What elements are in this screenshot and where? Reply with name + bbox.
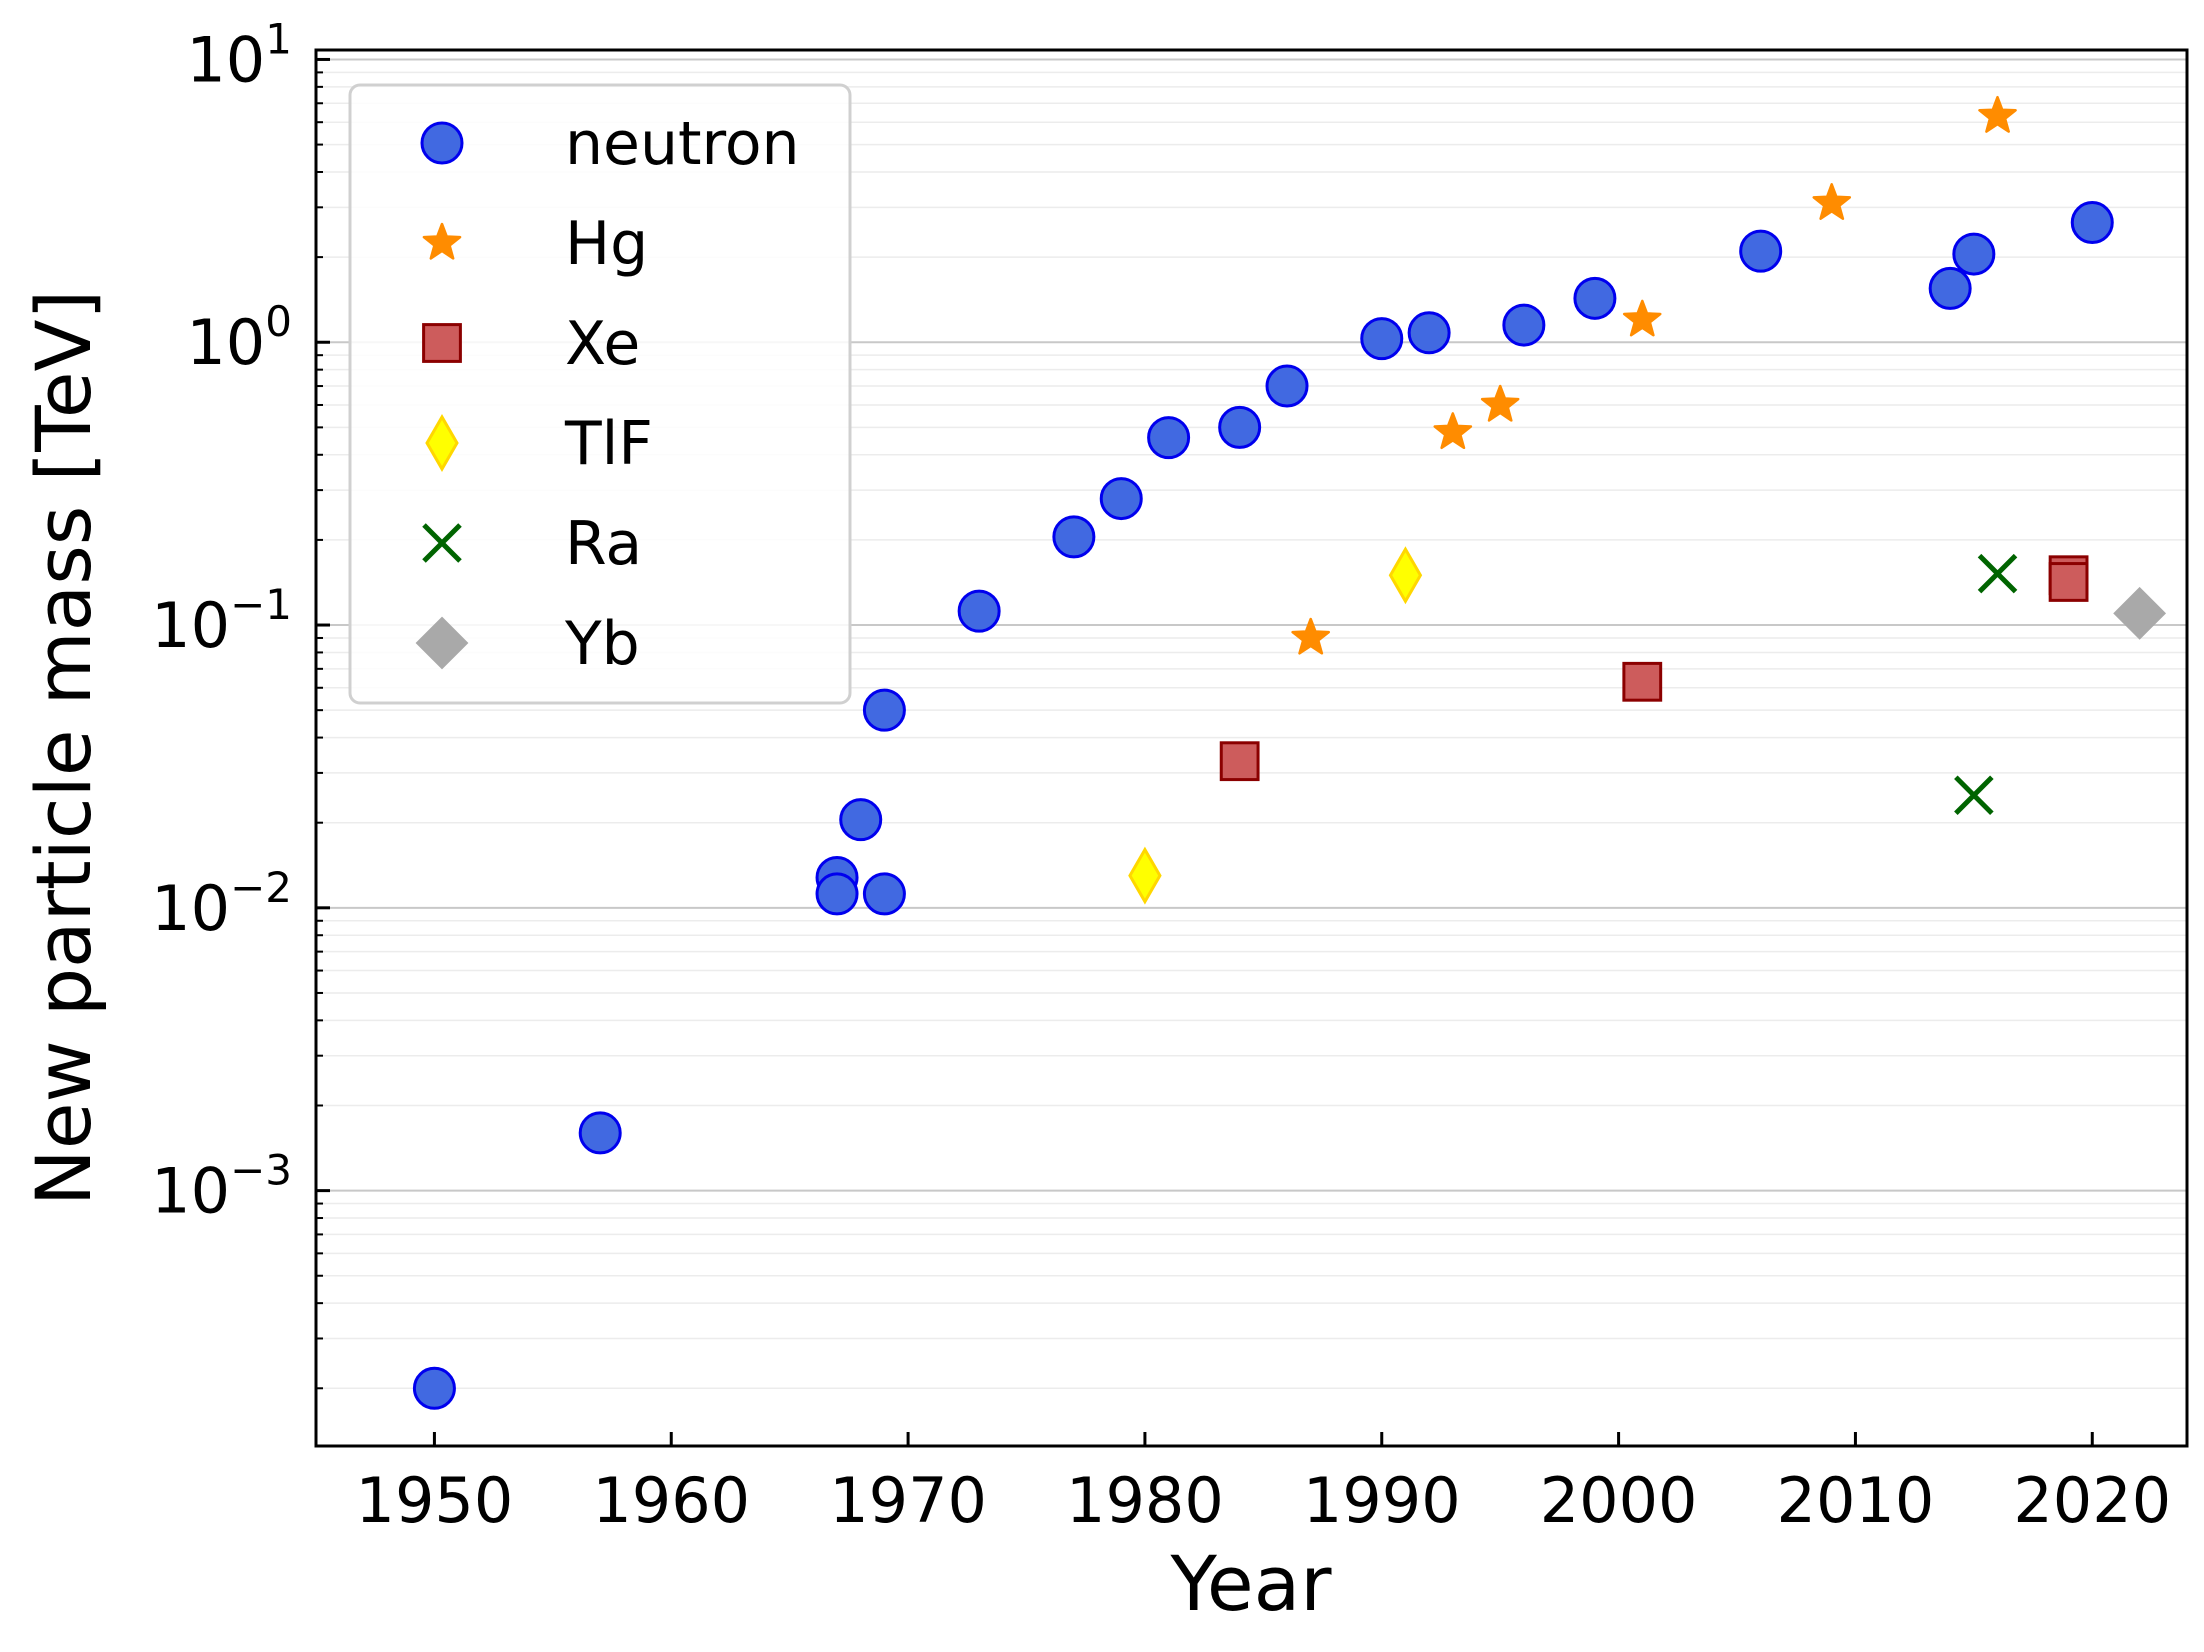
point-neutron — [1573, 276, 1617, 320]
point-neutron — [1360, 317, 1404, 361]
legend-marker-xe — [422, 323, 462, 363]
point-neutron — [1502, 303, 1546, 347]
legend-item-xe: Xe — [422, 309, 640, 379]
x-tick-label: 2010 — [1777, 1464, 1935, 1537]
point-hg — [1978, 95, 2017, 133]
series-neutron — [412, 201, 2114, 1410]
series-hg — [1291, 95, 2017, 655]
point-neutron — [1052, 515, 1096, 559]
series-ra — [1954, 553, 2018, 816]
y-tick-label: 101 — [186, 14, 292, 96]
legend-item-yb: Yb — [415, 609, 640, 679]
y-tick-label: 10−1 — [151, 580, 292, 662]
legend-marker-hg — [422, 222, 462, 260]
legend: neutron Hg Xe TlF Ra Yb — [348, 83, 852, 705]
point-hg — [1291, 617, 1331, 655]
y-tick-label: 100 — [186, 297, 292, 379]
point-neutron — [1928, 266, 1972, 310]
point-neutron — [862, 872, 906, 916]
legend-label-neutron: neutron — [565, 109, 800, 179]
point-hg — [1812, 183, 1852, 220]
point-neutron — [2070, 201, 2114, 245]
legend-box — [348, 83, 852, 705]
point-neutron — [1147, 416, 1191, 460]
legend-label-hg: Hg — [565, 209, 648, 279]
x-tick-label: 1990 — [1303, 1464, 1461, 1537]
x-tick-label: 1980 — [1066, 1464, 1224, 1537]
legend-marker-yb — [415, 616, 469, 670]
legend-label-yb: Yb — [564, 609, 640, 679]
minor-gridlines — [316, 71, 2187, 1390]
point-neutron — [815, 872, 859, 916]
point-yb — [2113, 586, 2167, 640]
x-tick-label: 2000 — [1540, 1464, 1698, 1537]
x-tick-label: 1950 — [356, 1464, 514, 1537]
point-hg — [1622, 299, 1662, 337]
y-axis-ticks: 10−3 10−2 10−1 100 101 — [151, 14, 330, 1390]
legend-label-ra: Ra — [565, 509, 642, 579]
point-neutron — [1952, 232, 1996, 276]
legend-item-ra: Ra — [422, 509, 642, 579]
x-stroke — [1954, 775, 1994, 816]
legend-label-tlf: TlF — [564, 409, 653, 479]
legend-label-xe: Xe — [565, 309, 640, 379]
point-neutron — [1218, 405, 1262, 449]
point-ra — [1977, 553, 2018, 594]
point-tlf — [1128, 846, 1162, 905]
point-xe — [1219, 741, 1260, 782]
legend-marker-neutron — [420, 121, 464, 165]
legend-marker-ra — [422, 523, 462, 563]
legend-item-neutron: neutron — [420, 109, 800, 179]
point-ra — [1954, 775, 1994, 816]
point-neutron — [1739, 229, 1783, 273]
point-neutron — [1407, 311, 1451, 355]
x-tick-label: 2020 — [2013, 1464, 2171, 1537]
plot-frame — [314, 48, 2189, 1448]
series-tlf — [1128, 546, 1423, 905]
x-axis-title: Year — [1170, 1539, 1333, 1628]
point-xe — [1622, 661, 1663, 702]
point-neutron — [1099, 477, 1143, 521]
point-neutron — [578, 1111, 622, 1155]
series-yb — [2113, 586, 2167, 640]
point-neutron — [412, 1366, 456, 1410]
series-xe — [1219, 555, 2089, 782]
x-stroke — [422, 523, 462, 563]
point-neutron — [862, 688, 906, 732]
point-neutron — [839, 798, 883, 842]
legend-item-hg: Hg — [422, 209, 648, 279]
point-hg — [1433, 412, 1473, 450]
x-stroke — [1977, 553, 2018, 594]
legend-item-tlf: TlF — [425, 409, 653, 479]
x-axis-ticks: 1950 1960 1970 1980 1990 2000 2010 2020 — [356, 1432, 2171, 1537]
point-hg — [1480, 384, 1520, 422]
point-tlf — [1388, 546, 1423, 605]
data-points — [412, 95, 2167, 1410]
point-neutron — [957, 589, 1001, 633]
y-tick-label: 10−3 — [151, 1146, 292, 1228]
point-xe — [2048, 562, 2089, 602]
y-axis-title: New particle mass [TeV] — [19, 290, 108, 1206]
x-tick-label: 1960 — [592, 1464, 750, 1537]
y-tick-label: 10−2 — [151, 863, 292, 945]
legend-marker-tlf — [425, 413, 459, 473]
x-tick-label: 1970 — [829, 1464, 987, 1537]
point-neutron — [1265, 364, 1309, 408]
axes — [314, 48, 2189, 1448]
